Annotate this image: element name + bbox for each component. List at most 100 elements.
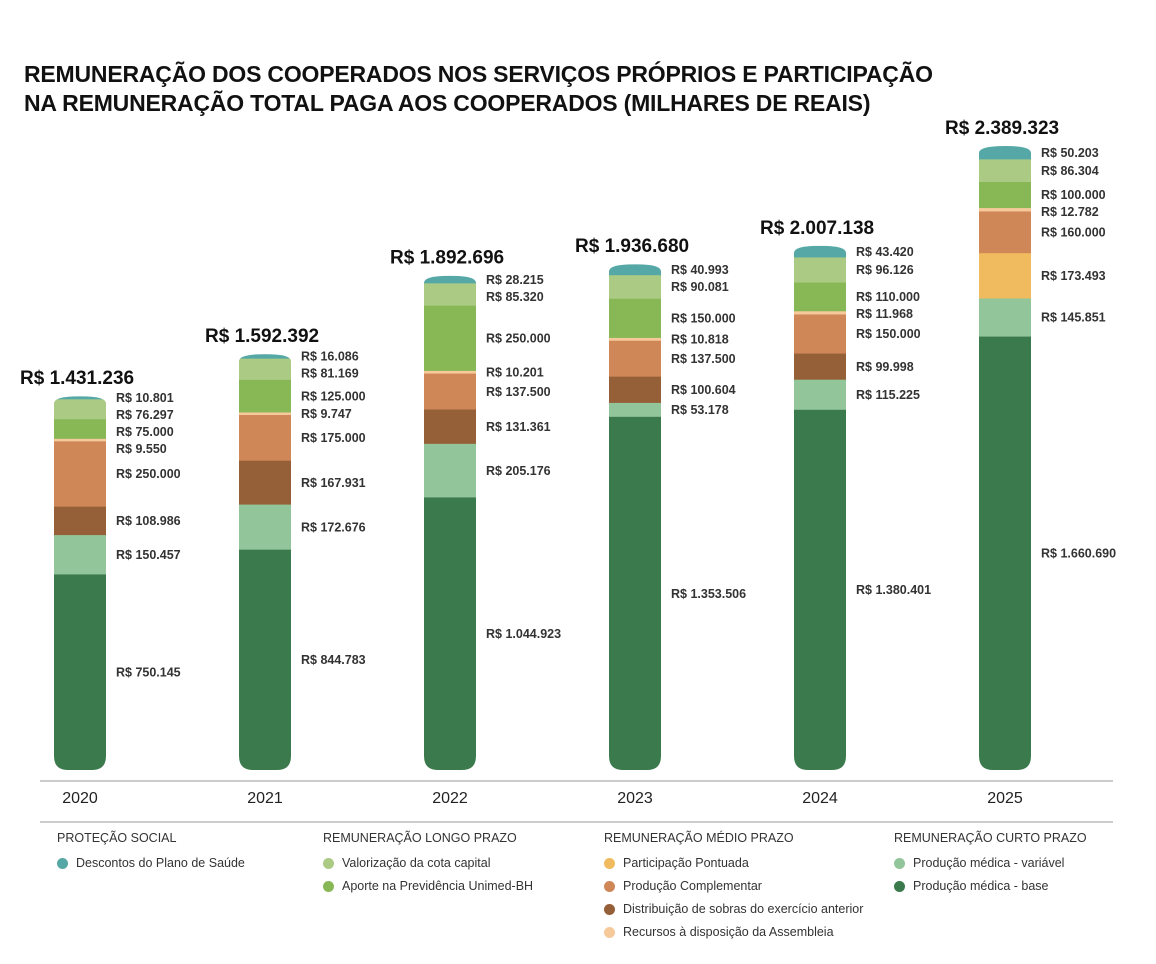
data-label-base: R$ 1.380.401: [856, 583, 931, 597]
total-label: R$ 2.007.138: [760, 218, 874, 239]
total-label: R$ 1.936.680: [575, 236, 689, 257]
legend-swatch-icon: [894, 857, 905, 869]
x-tick-label: 2020: [62, 790, 98, 807]
legend-label: Produção médica - base: [913, 879, 1049, 893]
legend-swatch-icon: [604, 903, 615, 915]
bar-segment-complementar: [794, 314, 846, 354]
legend-label: Recursos à disposição da Assembleia: [623, 925, 834, 939]
bar-segment-variavel: [54, 534, 106, 575]
bar-segment-aporte: [239, 379, 291, 413]
bar-segment-sobras: [424, 409, 476, 444]
total-label: R$ 1.892.696: [390, 248, 504, 269]
bar-segment-sobras: [239, 460, 291, 505]
legend-item-variavel: Produção médica - variável: [894, 856, 1064, 870]
bar-segment-descontos: [54, 396, 106, 400]
data-label-valorizacao: R$ 85.320: [486, 290, 544, 304]
x-tick-label: 2024: [802, 790, 838, 807]
x-tick-label: 2025: [987, 790, 1023, 807]
total-label: R$ 2.389.323: [945, 118, 1059, 139]
data-label-descontos: R$ 28.215: [486, 273, 544, 287]
legend-item-descontos: Descontos do Plano de Saúde: [57, 856, 245, 870]
data-label-complementar: R$ 137.500: [671, 352, 736, 366]
bar-2021: [239, 354, 291, 770]
bar-segment-base: [794, 409, 846, 770]
bar-segment-variavel: [794, 379, 846, 410]
bar-segment-variavel: [609, 402, 661, 417]
data-label-base: R$ 1.660.690: [1041, 547, 1116, 561]
bar-segment-aporte: [424, 305, 476, 371]
bar-segment-aporte: [794, 282, 846, 312]
bar-segment-complementar: [979, 211, 1031, 254]
total-label: R$ 1.431.236: [20, 368, 134, 389]
legend-swatch-icon: [604, 857, 615, 869]
bar-2022: [424, 275, 476, 770]
data-label-sobras: R$ 100.604: [671, 383, 736, 397]
data-label-aporte: R$ 75.000: [116, 425, 174, 439]
bar-segment-valorizacao: [424, 283, 476, 306]
bar-segment-complementar: [54, 441, 106, 507]
data-label-variavel: R$ 205.176: [486, 464, 551, 478]
bar-segment-complementar: [609, 340, 661, 377]
bar-segment-aporte: [979, 181, 1031, 209]
data-label-descontos: R$ 40.993: [671, 263, 729, 277]
legend-group-heading: REMUNERAÇÃO LONGO PRAZO: [323, 831, 517, 845]
data-label-complementar: R$ 175.000: [301, 431, 366, 445]
legend-item-complementar: Produção Complementar: [604, 879, 762, 893]
legend-label: Produção médica - variável: [913, 856, 1065, 870]
legend-item-recursos: Recursos à disposição da Assembleia: [604, 925, 834, 939]
bar-segment-descontos: [794, 245, 846, 258]
bar-segment-variavel: [239, 504, 291, 550]
x-tick-label: 2023: [617, 790, 653, 807]
data-label-sobras: R$ 131.361: [486, 420, 551, 434]
data-label-recursos: R$ 10.201: [486, 365, 544, 379]
chart-title: REMUNERAÇÃO DOS COOPERADOS NOS SERVIÇOS …: [24, 60, 933, 118]
bar-segment-recursos: [794, 310, 846, 315]
x-tick-label: 2022: [432, 790, 468, 807]
bar-segment-base: [609, 416, 661, 770]
x-tick-label: 2021: [247, 790, 283, 807]
bar-segment-descontos: [424, 275, 476, 284]
data-label-recursos: R$ 12.782: [1041, 205, 1099, 219]
bar-segment-descontos: [609, 264, 661, 276]
data-label-descontos: R$ 10.801: [116, 391, 174, 405]
data-label-recursos: R$ 9.747: [301, 407, 352, 421]
legend-label: Aporte na Previdência Unimed-BH: [342, 879, 534, 893]
legend-group-heading: REMUNERAÇÃO MÉDIO PRAZO: [604, 831, 794, 845]
bar-segment-recursos: [54, 438, 106, 442]
bar-segment-recursos: [239, 412, 291, 416]
data-label-variavel: R$ 145.851: [1041, 311, 1106, 325]
data-label-aporte: R$ 250.000: [486, 331, 551, 345]
legend-swatch-icon: [323, 857, 334, 869]
legend-group-heading: REMUNERAÇÃO CURTO PRAZO: [894, 831, 1087, 845]
legend-swatch-icon: [604, 880, 615, 892]
legend-item-aporte: Aporte na Previdência Unimed-BH: [323, 879, 533, 893]
legend-label: Descontos do Plano de Saúde: [76, 856, 245, 870]
data-label-descontos: R$ 50.203: [1041, 146, 1099, 160]
total-label: R$ 1.592.392: [205, 326, 319, 347]
bar-segment-base: [979, 336, 1031, 770]
bar-segment-base: [239, 549, 291, 770]
legend-item-base: Produção médica - base: [894, 879, 1049, 893]
data-label-descontos: R$ 43.420: [856, 245, 914, 259]
data-label-recursos: R$ 11.968: [856, 307, 913, 321]
data-label-sobras: R$ 108.986: [116, 514, 181, 528]
bar-segment-complementar: [239, 414, 291, 461]
data-label-base: R$ 750.145: [116, 666, 181, 680]
bar-segment-recursos: [424, 370, 476, 374]
data-label-aporte: R$ 110.000: [856, 290, 920, 304]
data-label-complementar: R$ 250.000: [116, 467, 181, 481]
legend-group-heading: PROTEÇÃO SOCIAL: [57, 831, 177, 845]
bar-segment-base: [54, 574, 106, 770]
bar-segment-valorizacao: [239, 358, 291, 380]
legend-swatch-icon: [894, 880, 905, 892]
data-label-variavel: R$ 172.676: [301, 520, 366, 534]
bar-segment-variavel: [424, 443, 476, 498]
legend-label: Distribuição de sobras do exercício ante…: [623, 902, 864, 916]
bar-segment-descontos: [239, 354, 291, 359]
bar-segment-sobras: [794, 353, 846, 380]
legend-label: Produção Complementar: [623, 879, 762, 893]
bar-segment-valorizacao: [609, 274, 661, 299]
data-label-sobras: R$ 99.998: [856, 360, 914, 374]
